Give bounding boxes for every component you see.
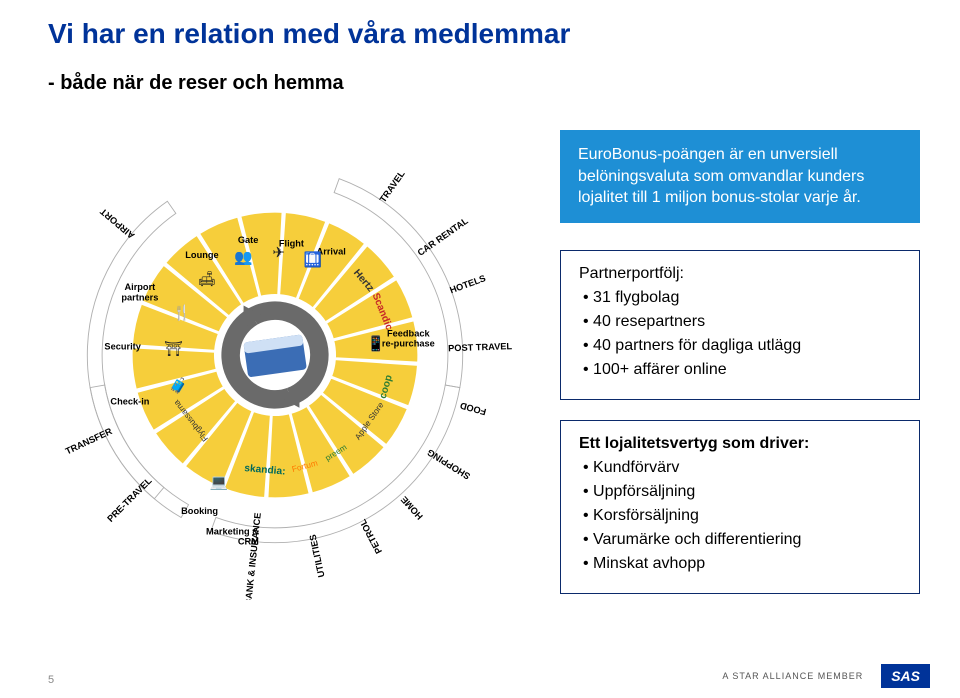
svg-text:HOTELS: HOTELS [448,273,487,295]
alliance-text: A STAR ALLIANCE MEMBER [722,671,863,681]
svg-text:Feedbackre-purchase: Feedbackre-purchase [382,328,435,348]
svg-text:TRAVEL: TRAVEL [378,169,407,205]
loyalty-heading: Ett lojalitetsvertyg som driver: [579,435,901,453]
svg-text:POST TRAVEL: POST TRAVEL [448,341,513,353]
svg-text:Airportpartners: Airportpartners [121,282,158,302]
svg-text:⛩: ⛩ [164,341,183,358]
loyalty-item: Uppförsäljning [583,483,901,501]
svg-text:AIRPORT: AIRPORT [98,206,137,241]
loyalty-item: Korsförsäljning [583,507,901,525]
footer: A STAR ALLIANCE MEMBER SAS [722,664,930,688]
svg-text:📱: 📱 [367,334,385,352]
page-title: Vi har en relation med våra medlemmar [48,18,570,50]
svg-text:🛄: 🛄 [304,251,322,269]
loyalty-item: Minskat avhopp [583,555,901,573]
svg-text:👥: 👥 [234,250,252,266]
portfolio-item: 100+ affärer online [583,361,901,379]
loyalty-box: Ett lojalitetsvertyg som driver: Kundför… [560,420,920,594]
sas-logo: SAS [881,664,930,688]
svg-text:UTILITIES: UTILITIES [308,534,327,579]
svg-text:💻: 💻 [210,475,229,491]
svg-text:Marketing &CRM: Marketing &CRM [206,527,259,547]
journey-wheel: AIRPORT TRAVEL CAR RENTAL HOTELS POST TRAVEL… [30,110,520,600]
loyalty-item: Kundförvärv [583,459,901,477]
portfolio-item: 40 partners för dagliga utlägg [583,337,901,355]
svg-text:🛋: 🛋 [198,270,217,287]
svg-text:Gate: Gate [238,235,259,245]
svg-text:PRE-TRAVEL: PRE-TRAVEL [105,475,154,524]
svg-text:HOME: HOME [399,494,425,521]
eurobonus-box: EuroBonus-poängen är en unversiell belön… [560,130,920,223]
page-number: 5 [48,674,54,686]
svg-text:FOOD: FOOD [459,400,488,417]
portfolio-box: Partnerportfölj: 31 flygbolag 40 resepart… [560,250,920,400]
svg-text:TRANSFER: TRANSFER [64,426,114,456]
svg-text:Booking: Booking [181,506,218,516]
loyalty-list: Kundförvärv Uppförsäljning Korsförsäljning… [579,459,901,573]
portfolio-list: 31 flygbolag 40 resepartners 40 partners f… [579,289,901,379]
svg-text:✈: ✈ [272,245,284,261]
wheel-svg: AIRPORT TRAVEL CAR RENTAL HOTELS POST TRAVEL… [30,110,520,600]
loyalty-item: Varumärke och differentiering [583,531,901,549]
svg-text:Check-in: Check-in [110,397,149,407]
eurobonus-text: EuroBonus-poängen är en unversiell belön… [578,146,864,206]
svg-text:🧳: 🧳 [169,376,187,394]
svg-text:PETROL: PETROL [357,517,384,555]
page-subtitle: - både när de reser och hemma [48,72,344,95]
svg-text:CAR RENTAL: CAR RENTAL [416,216,471,258]
svg-text:🍴: 🍴 [173,304,191,322]
svg-text:Lounge: Lounge [185,250,218,260]
portfolio-heading: Partnerportfölj: [579,265,901,283]
portfolio-item: 31 flygbolag [583,289,901,307]
svg-text:SHOPPING: SHOPPING [425,447,472,481]
svg-text:Security: Security [104,341,141,351]
portfolio-item: 40 resepartners [583,313,901,331]
